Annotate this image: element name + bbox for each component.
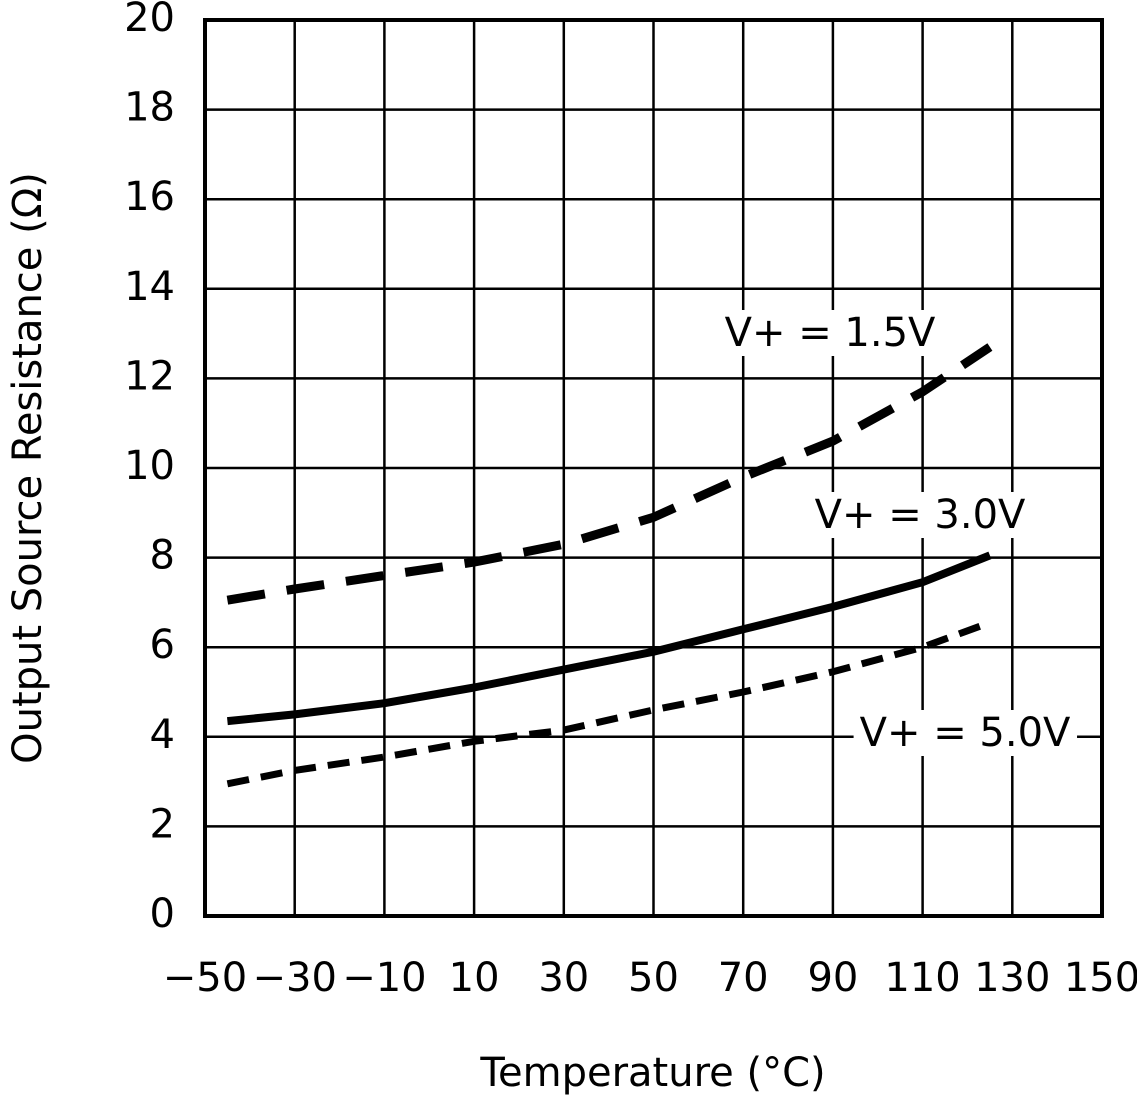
y-tick-label: 6: [150, 622, 175, 668]
label-background: [718, 310, 943, 356]
x-tick-label: 30: [538, 955, 589, 1001]
y-tick-label: 2: [150, 801, 175, 847]
label-background: [853, 710, 1078, 756]
y-tick-label: 20: [124, 0, 175, 41]
x-tick-label: 130: [974, 955, 1050, 1001]
x-tick-label: 110: [884, 955, 960, 1001]
x-tick-label: −30: [252, 955, 336, 1001]
series-label: V+ = 3.0V: [815, 492, 1026, 538]
series-line: [226, 619, 992, 788]
y-tick-label: 18: [124, 85, 175, 131]
label-background: [808, 492, 1033, 538]
y-tick-label: 8: [150, 533, 175, 579]
series-label: V+ = 5.0V: [860, 710, 1071, 756]
x-axis-label: Temperature (°C): [479, 1050, 825, 1096]
x-tick-label: 150: [1064, 955, 1137, 1001]
x-tick-label: 90: [807, 955, 858, 1001]
series-line: [227, 551, 992, 726]
y-tick-label: 10: [124, 443, 175, 489]
x-tick-label: 10: [449, 955, 500, 1001]
x-tick-label: −10: [342, 955, 426, 1001]
series-line: [226, 343, 993, 605]
y-tick-label: 12: [124, 353, 175, 399]
y-tick-label: 14: [124, 264, 175, 310]
plot-frame: [203, 18, 1104, 918]
y-tick-label: 0: [150, 891, 175, 937]
x-tick-label: 70: [718, 955, 769, 1001]
y-axis-label: Output Source Resistance (Ω): [5, 172, 51, 764]
y-tick-label: 16: [124, 174, 175, 220]
x-tick-label: 50: [628, 955, 679, 1001]
x-tick-label: −50: [163, 955, 247, 1001]
series-label: V+ = 1.5V: [725, 310, 936, 356]
y-tick-label: 4: [150, 712, 175, 758]
